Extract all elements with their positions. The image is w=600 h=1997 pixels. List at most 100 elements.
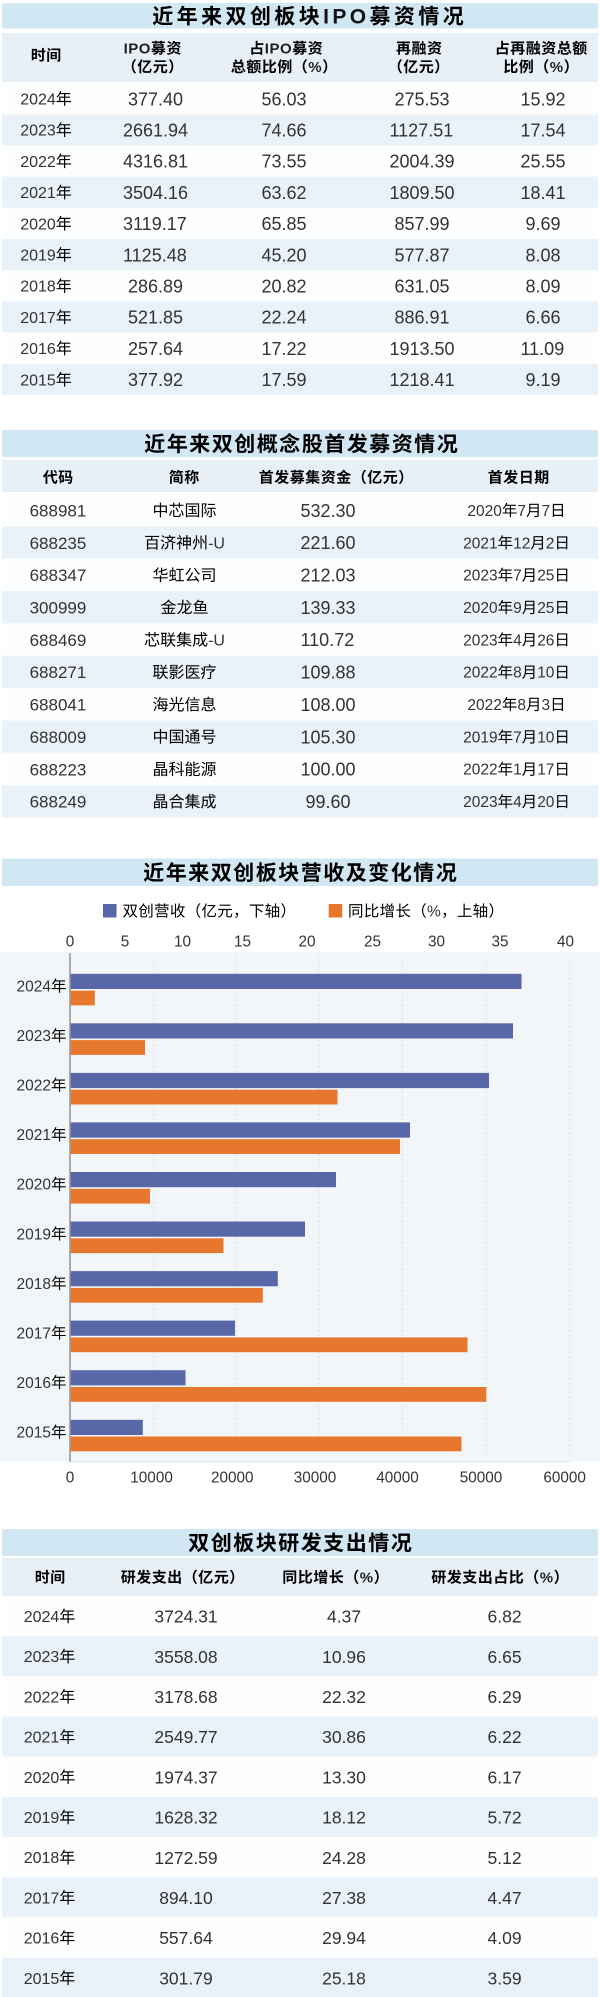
svg-text:2024: 2024 <box>17 979 52 996</box>
svg-text:3: 3 <box>542 697 551 714</box>
svg-text:2024: 2024 <box>24 1609 60 1626</box>
svg-text:17.54: 17.54 <box>521 121 566 141</box>
svg-text:2023: 2023 <box>463 794 497 811</box>
svg-text:2004.39: 2004.39 <box>390 152 455 172</box>
svg-text:8.09: 8.09 <box>526 277 561 297</box>
svg-text:2021: 2021 <box>463 535 497 552</box>
svg-text:10.96: 10.96 <box>322 1647 366 1667</box>
svg-text:-U: -U <box>208 535 225 552</box>
svg-text:300999: 300999 <box>30 599 87 618</box>
svg-text:2023: 2023 <box>20 123 56 140</box>
svg-text:20: 20 <box>299 934 316 951</box>
svg-text:1974.37: 1974.37 <box>154 1767 217 1787</box>
svg-text:2022: 2022 <box>463 665 497 682</box>
svg-text:56.03: 56.03 <box>262 89 307 109</box>
svg-text:2021: 2021 <box>20 185 56 202</box>
svg-text:26: 26 <box>537 632 554 649</box>
svg-text:1809.50: 1809.50 <box>390 183 455 203</box>
svg-text:20: 20 <box>537 794 555 811</box>
svg-text:24.28: 24.28 <box>322 1848 366 1868</box>
svg-text:9: 9 <box>513 600 522 617</box>
svg-text:1272.59: 1272.59 <box>154 1848 217 1868</box>
svg-text:65.85: 65.85 <box>262 214 307 234</box>
svg-text:63.62: 63.62 <box>262 183 307 203</box>
svg-text:105.30: 105.30 <box>301 727 356 747</box>
svg-text:1: 1 <box>513 762 522 779</box>
svg-text:25.18: 25.18 <box>322 1968 366 1988</box>
svg-text:25: 25 <box>364 934 381 951</box>
svg-text:13.30: 13.30 <box>322 1767 366 1787</box>
svg-text:221.60: 221.60 <box>301 533 356 553</box>
svg-text:2018: 2018 <box>20 279 56 296</box>
svg-text:2015: 2015 <box>24 1971 60 1988</box>
svg-text:10000: 10000 <box>130 1470 173 1487</box>
svg-text:688469: 688469 <box>30 631 87 650</box>
svg-text:IPO: IPO <box>265 41 292 58</box>
svg-text:532.30: 532.30 <box>301 501 356 521</box>
svg-text:74.66: 74.66 <box>262 121 307 141</box>
svg-text:2: 2 <box>546 535 555 552</box>
svg-text:%: % <box>550 59 564 76</box>
svg-text:60000: 60000 <box>543 1470 586 1487</box>
svg-text:3.59: 3.59 <box>488 1968 522 1988</box>
svg-text:108.00: 108.00 <box>301 695 356 715</box>
svg-text:IPO: IPO <box>323 6 369 29</box>
svg-text:10: 10 <box>174 934 191 951</box>
svg-text:0: 0 <box>66 934 75 951</box>
svg-text:8.08: 8.08 <box>526 245 561 265</box>
svg-text:40000: 40000 <box>376 1470 419 1487</box>
svg-text:4.09: 4.09 <box>488 1928 522 1948</box>
svg-text:688223: 688223 <box>30 760 87 779</box>
svg-text:2021: 2021 <box>17 1127 51 1144</box>
svg-text:30000: 30000 <box>294 1470 337 1487</box>
svg-text:2019: 2019 <box>463 729 497 746</box>
svg-text:10: 10 <box>537 729 555 746</box>
svg-text:15.92: 15.92 <box>521 89 566 109</box>
svg-text:2022: 2022 <box>24 1689 60 1706</box>
svg-text:9.19: 9.19 <box>526 370 561 390</box>
svg-text:17.59: 17.59 <box>262 370 307 390</box>
svg-text:6.82: 6.82 <box>488 1607 522 1627</box>
svg-text:%: % <box>427 903 441 920</box>
svg-text:2024: 2024 <box>20 92 56 109</box>
svg-text:4.47: 4.47 <box>488 1888 522 1908</box>
svg-text:2023: 2023 <box>463 568 497 585</box>
svg-text:6.65: 6.65 <box>488 1647 522 1667</box>
svg-text:3119.17: 3119.17 <box>123 214 187 234</box>
svg-text:27.38: 27.38 <box>322 1888 366 1908</box>
svg-text:2017: 2017 <box>17 1325 51 1342</box>
svg-text:3724.31: 3724.31 <box>154 1607 217 1627</box>
svg-text:4: 4 <box>513 794 522 811</box>
svg-text:2015: 2015 <box>20 372 56 389</box>
svg-text:688347: 688347 <box>30 566 87 585</box>
svg-text:688009: 688009 <box>30 728 87 747</box>
svg-text:301.79: 301.79 <box>159 1968 213 1988</box>
svg-text:5.12: 5.12 <box>488 1848 522 1868</box>
svg-text:2022: 2022 <box>17 1078 51 1095</box>
svg-text:275.53: 275.53 <box>395 89 450 109</box>
svg-text:4: 4 <box>513 632 522 649</box>
svg-text:1127.51: 1127.51 <box>390 121 454 141</box>
svg-text:688981: 688981 <box>30 502 87 521</box>
svg-text:17: 17 <box>537 762 554 779</box>
svg-text:557.64: 557.64 <box>159 1928 213 1948</box>
svg-text:894.10: 894.10 <box>159 1888 213 1908</box>
svg-text:7: 7 <box>542 503 551 520</box>
svg-text:2023: 2023 <box>17 1028 51 1045</box>
svg-text:73.55: 73.55 <box>262 152 307 172</box>
svg-text:377.40: 377.40 <box>128 89 183 109</box>
svg-text:22.32: 22.32 <box>322 1687 366 1707</box>
svg-text:2018: 2018 <box>24 1850 60 1867</box>
svg-text:286.89: 286.89 <box>128 277 183 297</box>
svg-text:18.41: 18.41 <box>521 183 566 203</box>
svg-text:7: 7 <box>513 729 522 746</box>
svg-text:110.72: 110.72 <box>301 630 355 650</box>
svg-text:25: 25 <box>537 600 554 617</box>
svg-text:6.29: 6.29 <box>488 1687 522 1707</box>
svg-text:1628.32: 1628.32 <box>154 1808 217 1828</box>
svg-text:2022: 2022 <box>20 154 56 171</box>
svg-text:2018: 2018 <box>17 1276 51 1293</box>
svg-text:29.94: 29.94 <box>322 1928 366 1948</box>
svg-text:%: % <box>308 59 322 76</box>
svg-text:688235: 688235 <box>30 534 87 553</box>
